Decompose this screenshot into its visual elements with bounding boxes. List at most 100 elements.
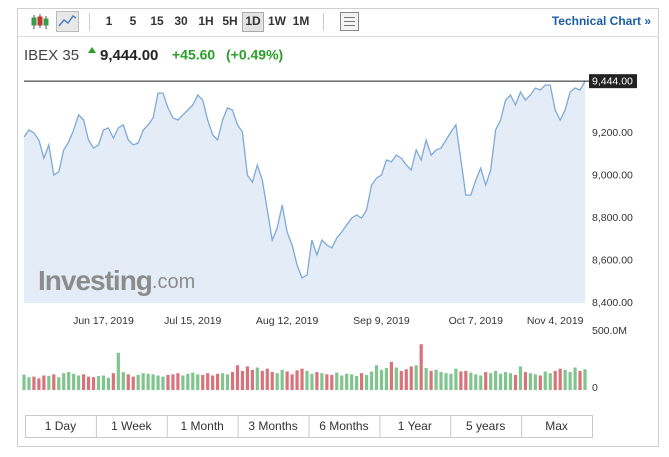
- interval-button[interactable]: 30: [174, 14, 188, 28]
- volume-bar: [161, 376, 165, 390]
- volume-bar: [275, 373, 279, 390]
- volume-bar: [513, 374, 518, 390]
- technical-chart-link[interactable]: Technical Chart »: [552, 14, 651, 28]
- range-button[interactable]: 1 Week: [111, 419, 152, 433]
- volume-bar: [121, 372, 125, 390]
- x-tick-label: Aug 12, 2019: [256, 315, 319, 327]
- volume-bar: [146, 373, 150, 390]
- volume-bar: [573, 367, 577, 390]
- volume-bar: [77, 375, 81, 390]
- range-button[interactable]: 1 Month: [181, 419, 224, 433]
- volume-bar: [459, 371, 463, 390]
- price: 9,444.00: [100, 47, 158, 64]
- interval-button[interactable]: 1H: [198, 14, 213, 28]
- volume-bar: [434, 369, 438, 390]
- volume-bar: [359, 373, 364, 390]
- volume-bar: [285, 371, 289, 390]
- y-tick-label: 8,600.00: [592, 254, 633, 266]
- y-tick-label: 9,000.00: [592, 169, 633, 181]
- volume-bar: [225, 374, 230, 390]
- interval-button[interactable]: 15: [150, 14, 164, 28]
- volume-bar: [67, 372, 71, 390]
- volume-bar: [116, 352, 120, 390]
- volume-bar: [156, 375, 160, 390]
- x-tick-label: Nov 4, 2019: [527, 315, 584, 327]
- volume-bar: [414, 365, 418, 390]
- volume-bar: [469, 372, 473, 390]
- volume-bar: [563, 369, 567, 390]
- interval-button[interactable]: 5: [130, 14, 137, 28]
- x-tick-label: Oct 7, 2019: [449, 315, 503, 327]
- volume-bar: [439, 372, 443, 390]
- volume-bar: [548, 373, 552, 390]
- watermark-brand: Investing: [38, 265, 152, 296]
- interval-button[interactable]: 1D: [245, 14, 261, 28]
- volume-bar: [131, 376, 135, 390]
- range-button[interactable]: 1 Year: [398, 419, 432, 433]
- change: +45.60: [172, 47, 215, 63]
- volume-bar: [424, 368, 428, 390]
- volume-bar: [340, 375, 344, 390]
- interval-button[interactable]: 1: [106, 14, 113, 28]
- selected-interval: [242, 12, 264, 32]
- instrument-name: IBEX 35: [24, 47, 79, 64]
- volume-bar: [86, 376, 91, 390]
- volume-bar: [543, 371, 547, 390]
- volume-tick-label: 0: [592, 382, 598, 394]
- volume-bar: [310, 373, 314, 390]
- volume-bar: [290, 374, 294, 390]
- line-icon[interactable]: [58, 14, 77, 27]
- range-button[interactable]: 1 Day: [45, 419, 76, 433]
- volume-bar: [533, 374, 537, 390]
- volume-bar: [449, 373, 453, 390]
- volume-bar: [454, 368, 458, 390]
- volume-bar: [270, 372, 274, 390]
- volume-bar: [499, 373, 503, 390]
- volume-bar: [335, 372, 339, 390]
- volume-bar: [22, 374, 26, 390]
- volume-bar: [429, 370, 433, 390]
- volume-bar: [96, 376, 101, 390]
- volume-bar: [211, 375, 215, 390]
- volume-bar: [280, 369, 284, 390]
- volume-bar: [374, 365, 379, 390]
- volume-bar: [27, 377, 31, 390]
- volume-bar: [255, 367, 259, 390]
- volume-bar: [568, 372, 572, 390]
- volume-bar: [300, 368, 304, 390]
- interval-button[interactable]: 5H: [222, 14, 237, 28]
- volume-bar: [206, 373, 210, 390]
- volume-bar: [235, 365, 240, 390]
- volume-bar: [176, 373, 180, 390]
- range-button[interactable]: 3 Months: [248, 419, 297, 433]
- x-tick-label: Jul 15, 2019: [164, 315, 221, 327]
- volume-bar: [404, 369, 408, 390]
- volume-bar: [553, 370, 557, 390]
- price-line: [23, 80, 586, 279]
- interval-button[interactable]: 1W: [268, 14, 287, 28]
- volume-bar: [364, 374, 369, 390]
- volume-bar: [538, 375, 542, 390]
- range-button[interactable]: 6 Months: [319, 419, 368, 433]
- volume-bar: [47, 376, 51, 390]
- candle-icon[interactable]: [31, 14, 49, 29]
- volume-bar: [171, 374, 175, 390]
- interval-button[interactable]: 1M: [293, 14, 310, 28]
- y-tick-label: 9,200.00: [592, 127, 633, 139]
- volume-bar: [37, 378, 41, 390]
- volume-bar: [295, 370, 299, 390]
- volume-bar: [126, 374, 130, 390]
- volume-bar: [186, 373, 190, 390]
- range-button[interactable]: Max: [545, 419, 568, 433]
- range-button[interactable]: 5 years: [466, 419, 505, 433]
- line-icon-box[interactable]: [56, 11, 79, 32]
- volume-bar: [57, 377, 61, 390]
- y-tick-label: 8,400.00: [592, 297, 633, 309]
- volume-bar: [419, 344, 423, 390]
- volume-bar: [181, 375, 185, 390]
- volume-bar: [489, 373, 493, 390]
- volume-bar: [106, 377, 110, 390]
- volume-bar: [72, 373, 76, 390]
- volume-bar: [151, 374, 155, 390]
- volume-bar: [479, 375, 483, 390]
